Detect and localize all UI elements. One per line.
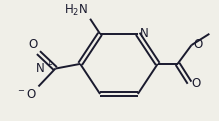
Text: O: O <box>28 38 37 51</box>
Text: $^-$O: $^-$O <box>16 88 37 101</box>
Text: H$_2$N: H$_2$N <box>64 3 88 18</box>
Text: O: O <box>193 38 203 51</box>
Text: N: N <box>140 27 148 40</box>
Text: O: O <box>191 77 201 90</box>
Text: N$^+$: N$^+$ <box>35 61 53 76</box>
